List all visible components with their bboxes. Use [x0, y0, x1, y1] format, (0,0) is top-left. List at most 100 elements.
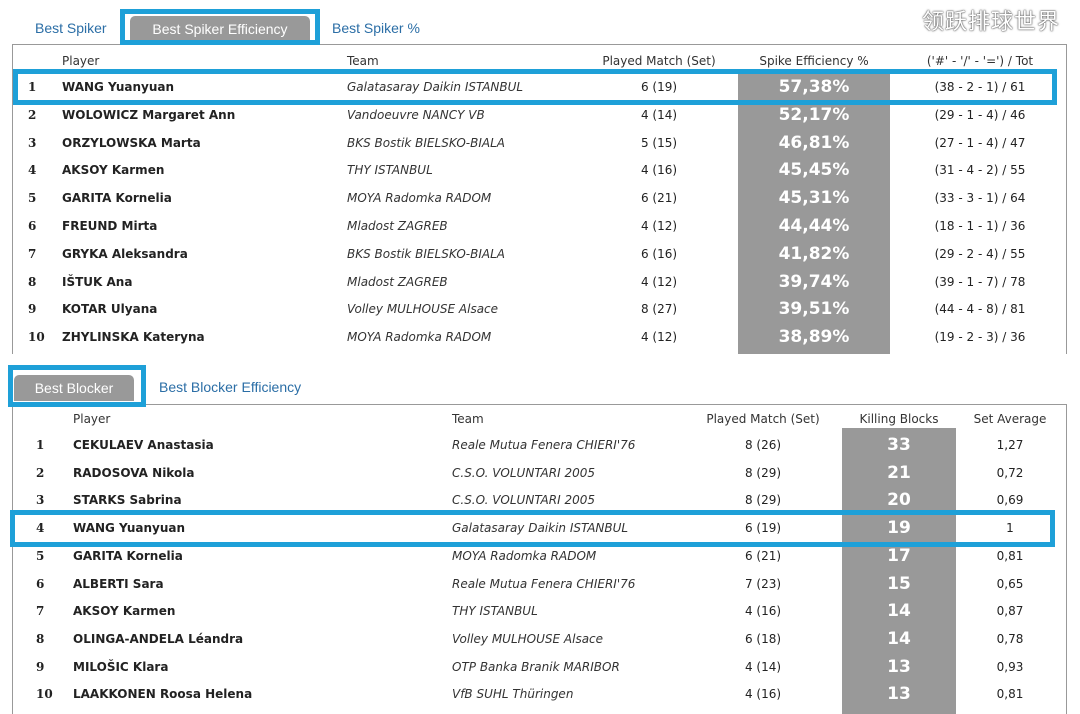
team-name[interactable]: C.S.O. VOLUNTARI 2005: [452, 465, 595, 480]
team-name[interactable]: Reale Mutua Fenera CHIERI'76: [452, 438, 636, 452]
stat-extra: (29 - 2 - 4) / 55: [934, 246, 1026, 261]
player-name[interactable]: ORZYLOWSKA Marta: [62, 135, 201, 150]
team-name[interactable]: Volley MULHOUSE Alsace: [347, 302, 499, 317]
stat-value: 20: [887, 490, 911, 511]
team-name[interactable]: Galatasaray Daikin ISTANBUL: [452, 521, 629, 536]
rank: 2: [28, 107, 37, 122]
stat-value: 13: [887, 656, 911, 677]
stat-value: 38,89%: [778, 327, 850, 348]
tab-best-spiker-[interactable]: Best Spiker %: [332, 20, 420, 36]
played-match: 4 (12): [640, 274, 678, 289]
player-name[interactable]: WANG Yuanyuan: [62, 80, 175, 94]
team-name[interactable]: THY ISTANBUL: [452, 604, 538, 619]
header-player: Player: [73, 412, 111, 426]
stat-value: 14: [887, 601, 911, 622]
team-name[interactable]: Mladost ZAGREB: [347, 219, 448, 233]
team-name[interactable]: Galatasaray Daikin ISTANBUL: [347, 80, 524, 94]
player-name[interactable]: OLINGA-ANDELA Léandra: [73, 631, 244, 646]
played-match: 4 (14): [744, 659, 782, 674]
played-match: 6 (21): [744, 548, 782, 563]
stat-extra: (44 - 4 - 8) / 81: [934, 302, 1026, 317]
stat-value: 57,38%: [778, 77, 850, 97]
stat-value: 52,17%: [778, 104, 850, 125]
stat-value: 41,82%: [778, 243, 850, 264]
team-name[interactable]: Reale Mutua Fenera CHIERI'76: [452, 576, 636, 591]
rank: 10: [28, 330, 45, 345]
tab-best-spiker-efficiency[interactable]: Best Spiker Efficiency: [130, 16, 310, 42]
stat-value: 44,44%: [778, 216, 850, 236]
rank: 8: [36, 631, 45, 646]
rank: 3: [28, 135, 37, 150]
played-match: 6 (16): [640, 246, 678, 261]
played-match: 4 (12): [640, 330, 678, 345]
stat-value: 33: [887, 435, 911, 455]
player-name[interactable]: ZHYLINSKA Kateryna: [62, 330, 205, 345]
player-name[interactable]: LAAKKONEN Roosa Helena: [73, 687, 253, 702]
player-name[interactable]: WOLOWICZ Margaret Ann: [62, 107, 236, 122]
stat-value: 39,74%: [778, 271, 850, 292]
stat-extra: (33 - 3 - 1) / 64: [934, 191, 1026, 206]
rank: 10: [36, 687, 53, 702]
stat-value: 45,45%: [778, 160, 850, 181]
played-match: 4 (16): [744, 687, 782, 702]
player-name[interactable]: GARITA Kornelia: [73, 548, 183, 563]
header-extra: ('#' - '/' - '=') / Tot: [926, 54, 1034, 68]
played-match: 6 (18): [744, 631, 782, 646]
team-name[interactable]: MOYA Radomka RADOM: [347, 330, 492, 345]
player-name[interactable]: STARKS Sabrina: [73, 493, 182, 508]
rank: 5: [36, 548, 45, 563]
watermark: 领跃排球世界: [921, 10, 1060, 35]
team-name[interactable]: VfB SUHL Thüringen: [452, 687, 574, 702]
header-player: Player: [62, 54, 100, 68]
played-match: 8 (29): [744, 465, 782, 480]
tab-best-spiker[interactable]: Best Spiker: [35, 20, 107, 36]
rank: 6: [36, 576, 45, 591]
played-match: 8 (29): [744, 493, 782, 508]
player-name[interactable]: CEKULAEV Anastasia: [73, 438, 214, 452]
team-name[interactable]: MOYA Radomka RADOM: [452, 548, 597, 563]
team-name[interactable]: THY ISTANBUL: [347, 163, 433, 178]
played-match: 4 (12): [640, 219, 678, 233]
played-match: 4 (16): [640, 163, 678, 178]
stat-extra: 0,72: [996, 465, 1024, 480]
stat-extra: 1,27: [996, 438, 1024, 452]
player-name[interactable]: ALBERTI Sara: [73, 576, 164, 591]
rank: 6: [28, 219, 37, 233]
player-name[interactable]: MILOŠIC Klara: [73, 659, 169, 674]
player-name[interactable]: WANG Yuanyuan: [73, 521, 186, 536]
player-name[interactable]: FREUND Mirta: [62, 219, 158, 233]
stat-extra: (29 - 1 - 4) / 46: [934, 107, 1026, 122]
rank: 8: [28, 274, 37, 289]
player-name[interactable]: KOTAR Ulyana: [62, 302, 158, 317]
team-name[interactable]: Vandoeuvre NANCY VB: [347, 107, 485, 122]
tab-best-blocker[interactable]: Best Blocker: [14, 375, 134, 401]
player-name[interactable]: GRYKA Aleksandra: [62, 246, 188, 261]
team-name[interactable]: C.S.O. VOLUNTARI 2005: [452, 493, 595, 508]
tab-best-blocker-efficiency[interactable]: Best Blocker Efficiency: [159, 379, 302, 395]
header-value: Killing Blocks: [859, 412, 939, 426]
player-name[interactable]: RADOSOVA Nikola: [73, 465, 195, 480]
rank: 5: [28, 191, 37, 206]
stat-value: 15: [887, 573, 911, 594]
rank: 7: [28, 246, 37, 261]
team-name[interactable]: BKS Bostik BIELSKO-BIALA: [347, 246, 506, 261]
player-name[interactable]: AKSOY Karmen: [73, 604, 176, 619]
stat-extra: (19 - 2 - 3) / 36: [934, 330, 1026, 345]
played-match: 7 (23): [744, 576, 782, 591]
team-name[interactable]: BKS Bostik BIELSKO-BIALA: [347, 135, 506, 150]
player-name[interactable]: IŠTUK Ana: [62, 274, 133, 289]
stat-extra: (38 - 2 - 1) / 61: [934, 80, 1026, 94]
rank: 9: [36, 659, 45, 674]
team-name[interactable]: Mladost ZAGREB: [347, 274, 448, 289]
stat-value: 19: [887, 518, 911, 539]
stat-extra: (31 - 4 - 2) / 55: [934, 163, 1026, 178]
stat-value: 45,31%: [778, 188, 850, 209]
player-name[interactable]: AKSOY Karmen: [62, 163, 165, 178]
played-match: 6 (19): [640, 80, 678, 94]
team-name[interactable]: MOYA Radomka RADOM: [347, 191, 492, 206]
player-name[interactable]: GARITA Kornelia: [62, 191, 172, 206]
rank: 7: [36, 604, 45, 619]
header-value: Spike Efficiency %: [759, 54, 869, 68]
team-name[interactable]: Volley MULHOUSE Alsace: [452, 631, 604, 646]
team-name[interactable]: OTP Banka Branik MARIBOR: [452, 659, 620, 674]
